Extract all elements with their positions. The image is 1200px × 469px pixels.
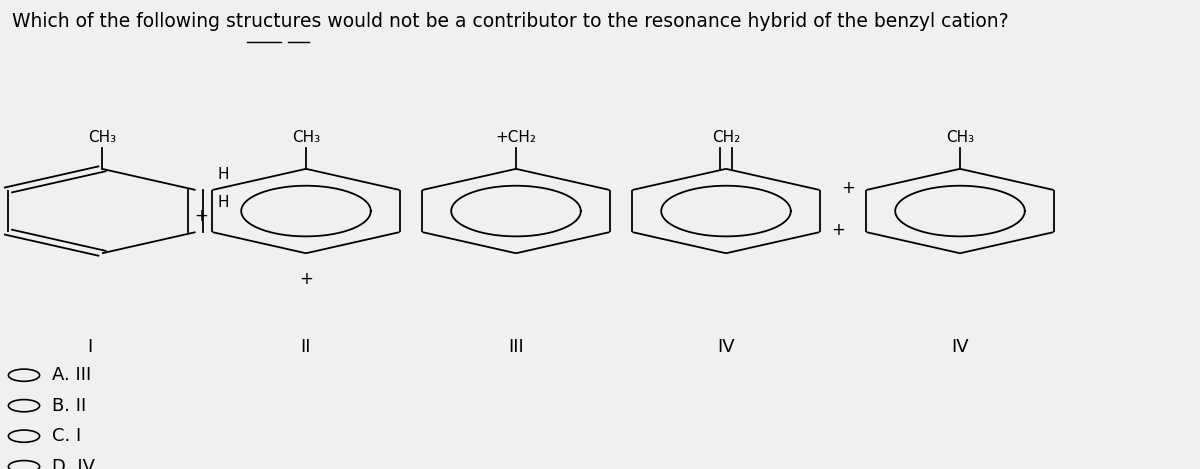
Text: CH₃: CH₃ [88, 130, 116, 145]
Text: C. I: C. I [52, 427, 80, 445]
Text: H: H [217, 195, 229, 210]
Text: +CH₂: +CH₂ [496, 130, 536, 145]
Text: CH₃: CH₃ [292, 130, 320, 145]
Text: CH₂: CH₂ [712, 130, 740, 145]
Text: III: III [508, 338, 524, 356]
Text: A. III: A. III [52, 366, 91, 384]
Text: IV: IV [718, 338, 734, 356]
Text: I: I [88, 338, 92, 356]
Text: +: + [299, 270, 313, 287]
Text: H: H [217, 166, 229, 182]
Text: B. II: B. II [52, 397, 86, 415]
Text: Which of the following structures would not be a contributor to the resonance hy: Which of the following structures would … [12, 12, 1009, 31]
Text: D. IV: D. IV [52, 458, 95, 469]
Text: +: + [194, 207, 209, 225]
Text: IV: IV [952, 338, 968, 356]
Text: +: + [830, 221, 845, 239]
Text: CH₃: CH₃ [946, 130, 974, 145]
Text: +: + [841, 179, 856, 197]
Text: II: II [301, 338, 311, 356]
